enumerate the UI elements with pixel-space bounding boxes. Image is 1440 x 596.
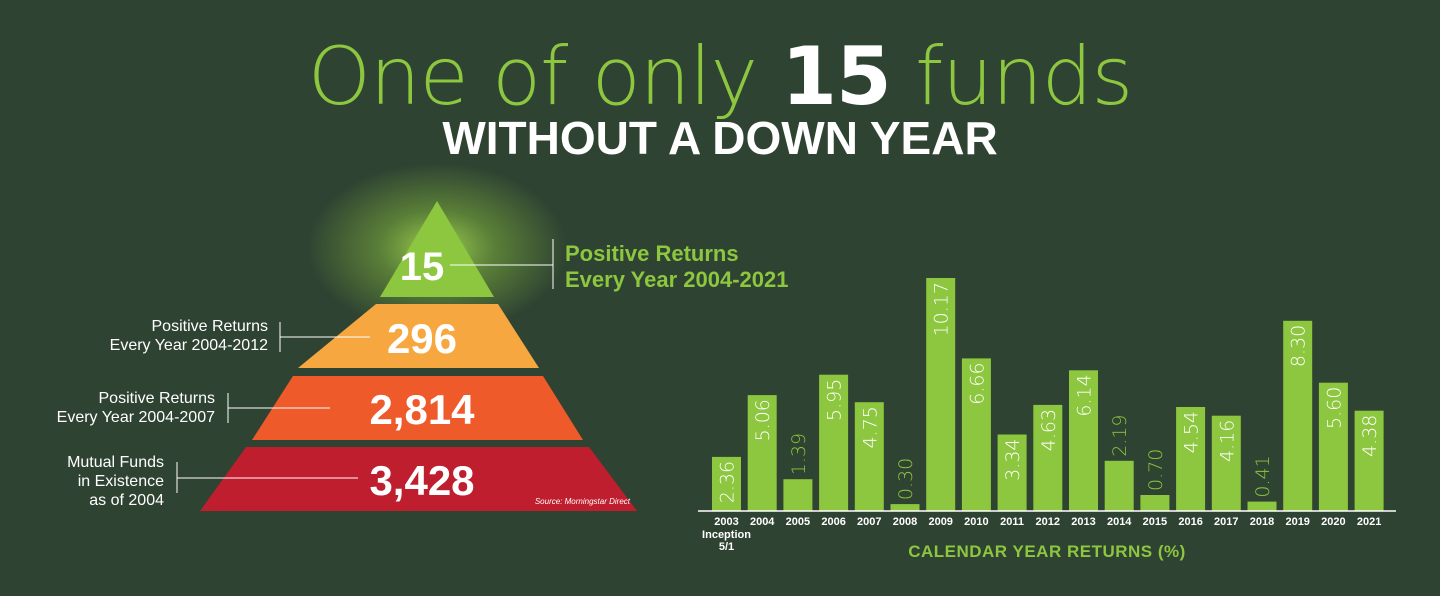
label-tier-296: Positive Returns Every Year 2004-2012 [110,318,370,354]
tick-2006: 2006 [821,516,845,528]
bar-label-2012: 4.63 [1038,409,1060,451]
tick-2015: 2015 [1143,516,1167,528]
bar-2010 [961,358,991,511]
tick-2005: 2005 [786,516,810,528]
bar-label-2021: 4.38 [1359,415,1381,457]
bar-label-2018: 0.41 [1252,455,1274,497]
pyramid-tier-15-value: 15 [400,245,445,289]
headline: One of only 15 funds [0,34,1440,120]
bar-2006 [819,374,849,511]
bar-label-2005: 1.39 [788,433,810,475]
bar-label-2004: 5.06 [752,399,774,441]
tick-2010: 2010 [964,516,988,528]
bar-2019 [1283,320,1313,511]
bar-label-2015: 0.70 [1145,449,1167,491]
bar-label-2020: 5.60 [1323,387,1345,429]
bar-label-2016: 4.54 [1181,411,1203,453]
tick-2016: 2016 [1178,516,1202,528]
bar-label-2017: 4.16 [1216,420,1238,462]
tick-2021: 2021 [1357,516,1381,528]
pyramid-tier-2814 [252,376,583,440]
bar-label-2011: 3.34 [1002,439,1024,481]
tick-2014: 2014 [1107,516,1132,528]
returns-bar-chart: 2.36 5.06 1.39 5.95 4.75 0.30 10.17 6.66 3.34 4.6… [698,278,1396,561]
callout-top-line-2: Every Year 2004-2021 [565,267,788,292]
bar-2004 [747,395,777,511]
bar-label-2010: 6.66 [966,362,988,404]
x-axis-title: CALENDAR YEAR RETURNS (%) [908,542,1186,561]
tick-2013: 2013 [1071,516,1095,528]
label-tier-3428-line-2: in Existence [78,473,164,490]
headline-number: 15 [781,30,891,123]
bar-2012 [1033,404,1063,511]
bar-2017 [1211,415,1241,511]
bar-2008 [890,504,920,511]
bar-2018 [1247,501,1277,511]
tick-2012: 2012 [1036,516,1060,528]
label-tier-3428-line-1: Mutual Funds [67,454,164,471]
tick-2011: 2011 [1000,516,1024,528]
bar-label-2009: 10.17 [931,282,953,336]
tick-2018: 2018 [1250,516,1274,528]
callout-top-tier: Positive Returns Every Year 2004-2021 [450,239,788,292]
label-tier-296-line-2: Every Year 2004-2012 [110,337,268,354]
bar-2020 [1318,382,1348,511]
headline-pre: One of only [307,30,782,123]
label-tier-2814-line-2: Every Year 2004-2007 [57,409,215,426]
tick-2020: 2020 [1321,516,1345,528]
source-note: Source: Morningstar Direct [535,497,631,506]
tick-2008: 2008 [893,516,917,528]
bar-2021 [1354,410,1384,511]
bar-label-2006: 5.95 [824,379,846,421]
subheadline: WITHOUT A DOWN YEAR [442,112,998,164]
tick-sublabel-2003-1: 5/1 [719,541,734,553]
tick-2004: 2004 [750,516,775,528]
tick-2007: 2007 [857,516,881,528]
bar-2005 [783,479,813,511]
tick-2009: 2009 [928,516,952,528]
bar-label-2019: 8.30 [1288,325,1310,367]
pyramid-tier-15 [380,201,494,297]
bar-2014 [1104,460,1134,511]
funds-pyramid: 15 296 2,814 3,428 Source: Morningstar D… [200,163,637,511]
tick-sublabel-2003-0: Inception [702,529,751,541]
pyramid-tier-3428-value: 3,428 [369,457,474,504]
bar-2015 [1140,495,1170,511]
headline-post: funds [890,30,1133,123]
pyramid-tier-2814-value: 2,814 [369,386,475,433]
bar-2016 [1176,407,1206,511]
label-tier-2814-line-1: Positive Returns [99,390,216,407]
bar-label-2003: 2.36 [717,461,739,503]
pyramid-tier-296-value: 296 [387,315,457,362]
bar-2009 [926,278,956,511]
tick-2019: 2019 [1285,516,1309,528]
bar-2013 [1069,370,1098,511]
bar-label-2007: 4.75 [859,406,881,448]
bar-label-2013: 6.14 [1074,374,1096,416]
pyramid-tier-3428 [200,447,637,511]
bar-label-2008: 0.30 [895,458,917,500]
bar-2003 [712,456,741,511]
bar-2007 [854,402,884,511]
label-tier-2814: Positive Returns Every Year 2004-2007 [57,390,330,426]
tick-2017: 2017 [1214,516,1238,528]
callout-top-line-1: Positive Returns [565,241,739,266]
tick-2003: 2003 [714,516,738,528]
pyramid-tier-296 [298,304,539,368]
label-tier-3428-line-3: as of 2004 [89,492,164,509]
bar-label-2014: 2.19 [1109,414,1131,456]
bar-2011 [997,434,1027,511]
label-tier-296-line-1: Positive Returns [152,318,269,335]
label-tier-3428: Mutual Funds in Existence as of 2004 [67,454,358,509]
